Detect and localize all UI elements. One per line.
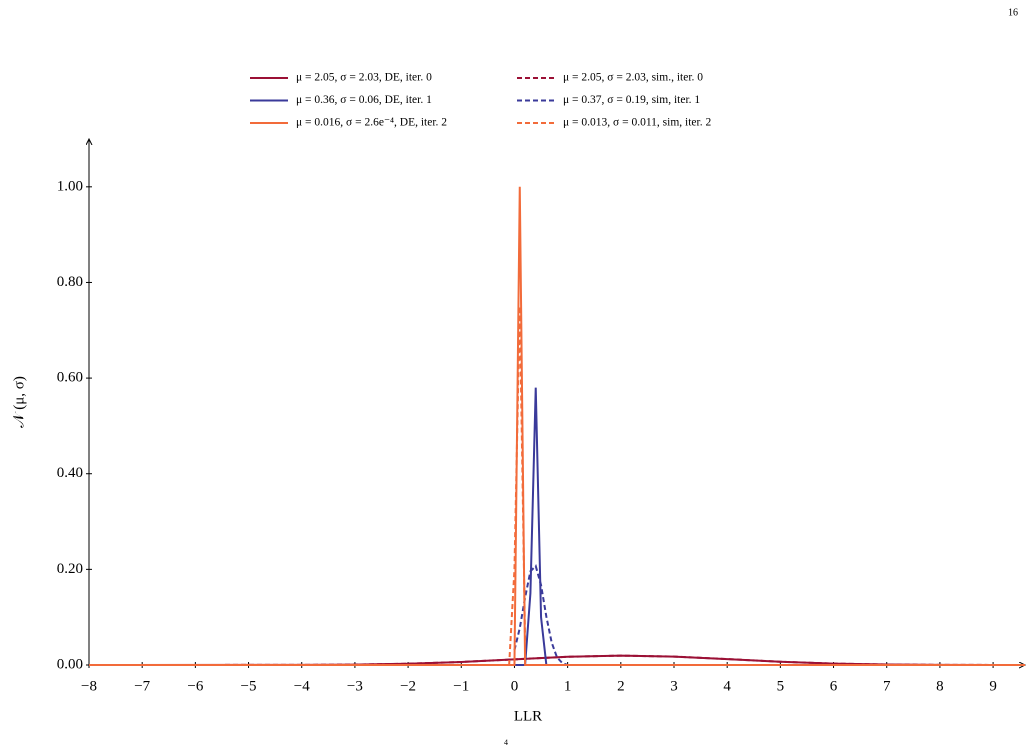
- x-tick-label: 2: [617, 678, 625, 694]
- x-tick-label: 5: [777, 678, 785, 694]
- x-tick-label: −6: [187, 678, 203, 694]
- x-tick-label: 7: [883, 678, 891, 694]
- series-line: [89, 387, 1025, 666]
- y-tick-label: 0.40: [57, 465, 83, 481]
- x-tick-label: −2: [400, 678, 416, 694]
- y-tick-label: 0.60: [57, 370, 83, 386]
- x-tick-label: 8: [936, 678, 944, 694]
- legend-label: μ = 0.016, σ = 2.6e⁻⁴, DE, iter. 2: [296, 117, 447, 129]
- x-tick-label: −1: [453, 678, 469, 694]
- page-fragment: 4: [504, 738, 508, 747]
- x-tick-label: −5: [241, 678, 257, 694]
- page-number: 16: [1008, 7, 1018, 18]
- x-tick-label: 0: [511, 678, 519, 694]
- x-axis-label: LLR: [514, 708, 542, 724]
- legend-label: μ = 2.05, σ = 2.03, DE, iter. 0: [296, 72, 432, 84]
- series-line: [88, 654, 1026, 666]
- x-tick-label: −3: [347, 678, 363, 694]
- legend-label: μ = 0.013, σ = 0.011, sim, iter. 2: [563, 117, 711, 129]
- x-tick-label: 1: [564, 678, 572, 694]
- x-tick-label: 9: [989, 678, 997, 694]
- series-line: [513, 564, 568, 666]
- y-tick-label: 0.00: [57, 656, 83, 672]
- series-line: [89, 186, 1025, 666]
- legend-label: μ = 0.36, σ = 0.06, DE, iter. 1: [296, 94, 432, 106]
- y-tick-label: 0.80: [57, 274, 83, 290]
- y-tick-label: 1.00: [57, 178, 83, 194]
- y-tick-label: 0.20: [57, 561, 83, 577]
- x-tick-label: 6: [830, 678, 838, 694]
- x-tick-label: 4: [723, 678, 731, 694]
- series-line: [508, 306, 527, 666]
- legend-label: μ = 2.05, σ = 2.03, sim., iter. 0: [563, 72, 703, 84]
- x-tick-label: −7: [134, 678, 150, 694]
- legend-label: μ = 0.37, σ = 0.19, sim, iter. 1: [563, 94, 700, 106]
- x-tick-label: −4: [294, 678, 310, 694]
- x-tick-label: −8: [81, 678, 97, 694]
- x-tick-label: 3: [670, 678, 678, 694]
- y-axis-label: 𝒩 (μ, σ): [11, 376, 27, 428]
